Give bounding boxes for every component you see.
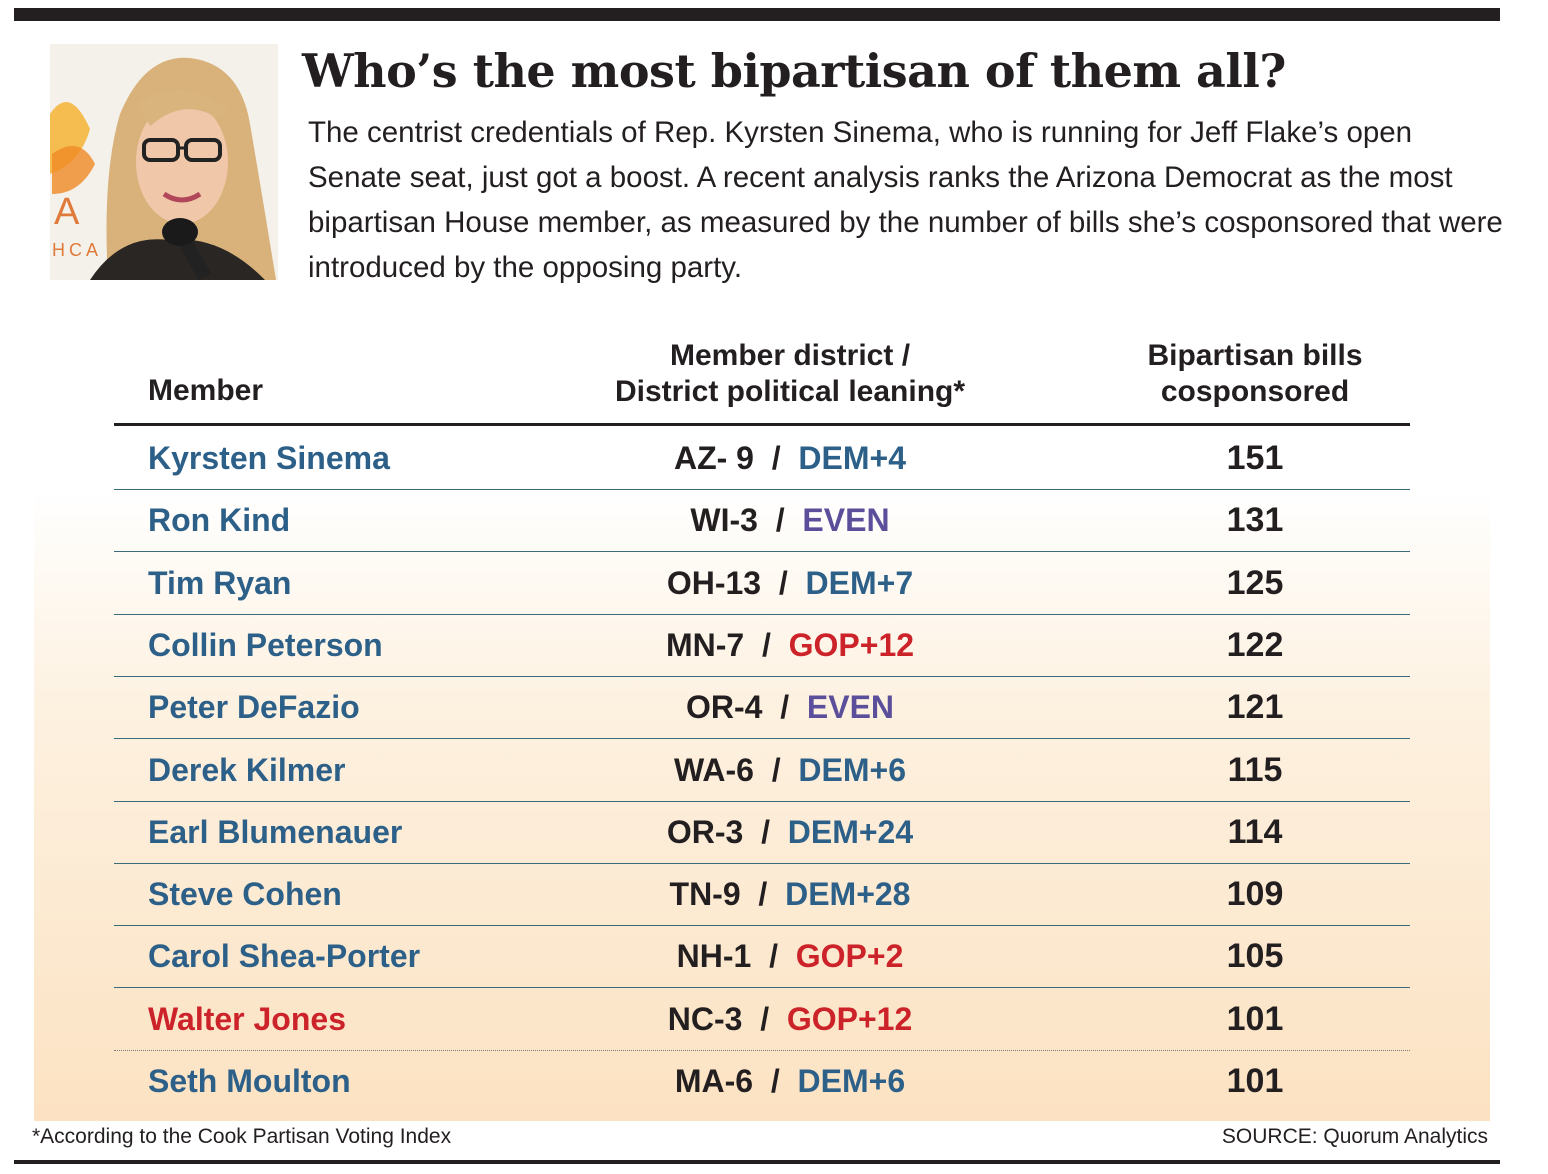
table-row: Peter DeFazio OR-4 / EVEN 121 <box>114 676 1410 739</box>
header-bills: Bipartisan bills cosponsored <box>1100 338 1410 410</box>
backdrop-caption: HCA <box>52 240 102 260</box>
header-bills-line2: cosponsored <box>1160 375 1350 408</box>
district-code: NC-3 <box>667 1001 743 1037</box>
district-cell: NH-1 / GOP+2 <box>560 925 1020 987</box>
bills-count: 125 <box>1226 564 1284 602</box>
header-district-line1: Member district / <box>669 339 911 372</box>
district-separator: / <box>742 1001 787 1037</box>
member-name: Steve Cohen <box>148 876 342 912</box>
member-name: Walter Jones <box>148 1001 346 1037</box>
bills-count: 109 <box>1226 875 1284 913</box>
district-separator: / <box>753 752 799 788</box>
district-separator: / <box>757 502 803 538</box>
district-separator: / <box>761 565 806 601</box>
district-cell: OH-13 / DEM+7 <box>560 552 1020 614</box>
member-name: Seth Moulton <box>148 1063 351 1099</box>
district-cell: MA-6 / DEM+6 <box>560 1050 1020 1112</box>
district-code: WI-3 <box>690 502 758 538</box>
header-rule <box>114 423 1410 426</box>
district-leaning: DEM+6 <box>797 1063 906 1099</box>
table-background <box>34 489 1490 1121</box>
table-row: Walter Jones NC-3 / GOP+12 101 <box>114 988 1410 1051</box>
member-name: Kyrsten Sinema <box>148 440 390 476</box>
district-leaning: DEM+4 <box>798 440 907 476</box>
district-cell: AZ- 9 / DEM+4 <box>560 427 1020 489</box>
table-row: Earl Blumenauer OR-3 / DEM+24 114 <box>114 801 1410 864</box>
district-leaning: GOP+2 <box>795 938 904 974</box>
district-cell: OR-4 / EVEN <box>560 676 1020 738</box>
district-separator: / <box>751 938 796 974</box>
district-leaning: DEM+28 <box>785 876 911 912</box>
bills-count: 115 <box>1227 751 1283 789</box>
bills-count: 101 <box>1226 1062 1284 1100</box>
bills-count: 131 <box>1226 501 1284 539</box>
bills-count: 122 <box>1226 626 1284 664</box>
district-cell: TN-9 / DEM+28 <box>560 863 1020 925</box>
district-code: OR-3 <box>666 814 744 850</box>
member-name: Ron Kind <box>148 502 291 538</box>
district-separator: / <box>744 627 789 663</box>
district-leaning: DEM+24 <box>787 814 914 850</box>
header-district: Member district / District political lea… <box>560 338 1020 410</box>
table-row: Steve Cohen TN-9 / DEM+28 109 <box>114 863 1410 926</box>
district-code: NH-1 <box>676 938 752 974</box>
district-cell: NC-3 / GOP+12 <box>560 988 1020 1050</box>
district-code: TN-9 <box>669 876 741 912</box>
district-leaning: DEM+7 <box>805 565 914 601</box>
district-leaning: GOP+12 <box>788 627 915 663</box>
district-separator: / <box>762 689 807 725</box>
bills-count: 151 <box>1226 439 1284 477</box>
district-separator: / <box>740 876 786 912</box>
bills-count: 114 <box>1227 813 1283 851</box>
table-row: Collin Peterson MN-7 / GOP+12 122 <box>114 614 1410 677</box>
source-credit: SOURCE: Quorum Analytics <box>1221 1125 1488 1148</box>
member-name: Earl Blumenauer <box>148 814 403 850</box>
backdrop-letter: A <box>54 191 80 233</box>
bottom-rule <box>14 1160 1500 1164</box>
table-row: Seth Moulton MA-6 / DEM+6 101 <box>114 1050 1410 1112</box>
table-row: Derek Kilmer WA-6 / DEM+6 115 <box>114 739 1410 802</box>
district-code: OH-13 <box>666 565 762 601</box>
header-district-line2: District political leaning* <box>614 375 966 408</box>
member-name: Tim Ryan <box>148 565 292 601</box>
district-cell: WI-3 / EVEN <box>560 489 1020 551</box>
footnote: *According to the Cook Partisan Voting I… <box>32 1125 452 1148</box>
table-row: Carol Shea-Porter NH-1 / GOP+2 105 <box>114 925 1410 988</box>
chart-title: Who’s the most bipartisan of them all? <box>302 44 1286 98</box>
district-separator: / <box>753 440 799 476</box>
district-code: OR-4 <box>685 689 763 725</box>
member-name: Collin Peterson <box>148 627 383 663</box>
district-separator: / <box>743 814 788 850</box>
bills-count: 105 <box>1226 937 1284 975</box>
header-bills-line1: Bipartisan bills <box>1147 339 1363 372</box>
district-cell: OR-3 / DEM+24 <box>560 801 1020 863</box>
district-cell: WA-6 / DEM+6 <box>560 739 1020 801</box>
intro-text: The centrist credentials of Rep. Kyrsten… <box>308 116 1503 284</box>
member-name: Derek Kilmer <box>148 752 346 788</box>
district-code: MN-7 <box>665 627 745 663</box>
district-leaning: DEM+6 <box>798 752 907 788</box>
district-leaning: GOP+12 <box>786 1001 913 1037</box>
header-member: Member <box>148 374 264 407</box>
bills-count: 101 <box>1226 1000 1284 1038</box>
district-code: WA-6 <box>673 752 754 788</box>
portrait-photo: A HCA <box>50 44 278 280</box>
table-row: Ron Kind WI-3 / EVEN 131 <box>114 489 1410 552</box>
district-code: AZ- 9 <box>673 440 754 476</box>
table-row: Tim Ryan OH-13 / DEM+7 125 <box>114 552 1410 615</box>
district-leaning: EVEN <box>806 689 895 725</box>
top-rule <box>14 8 1500 21</box>
member-name: Peter DeFazio <box>148 689 360 725</box>
district-cell: MN-7 / GOP+12 <box>560 614 1020 676</box>
member-name: Carol Shea-Porter <box>148 938 421 974</box>
table-row: Kyrsten Sinema AZ- 9 / DEM+4 151 <box>114 427 1410 490</box>
district-separator: / <box>753 1063 798 1099</box>
district-leaning: EVEN <box>802 502 890 538</box>
bills-count: 121 <box>1226 688 1284 726</box>
district-code: MA-6 <box>674 1063 754 1099</box>
